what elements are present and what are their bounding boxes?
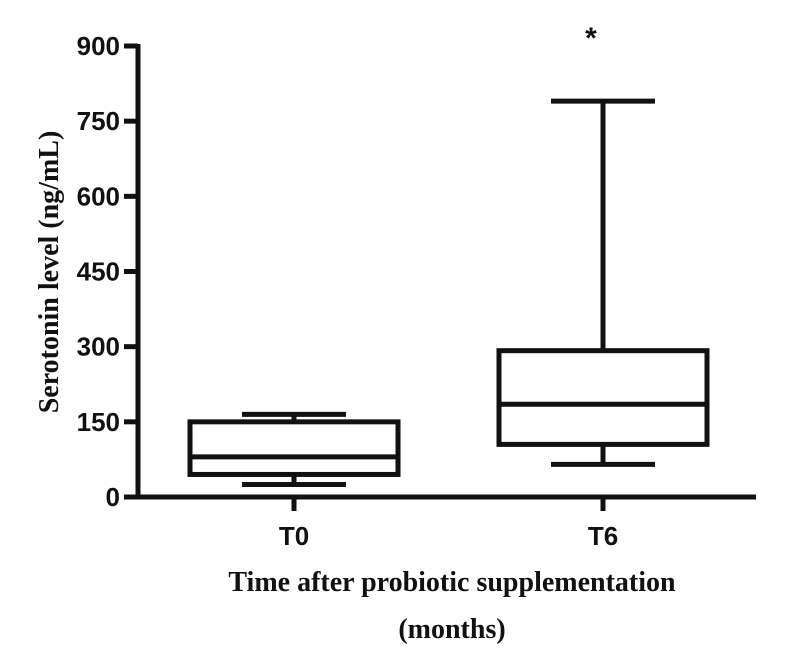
iqr-box-t0 xyxy=(187,419,401,477)
x-tick-label-t6: T6 xyxy=(588,521,618,551)
x-tick-label-t0: T0 xyxy=(279,521,309,551)
x-axis-title-line-1: Time after probiotic supplementation xyxy=(228,567,676,598)
y-tick-label: 900 xyxy=(77,31,120,61)
y-tick-label: 0 xyxy=(106,482,120,512)
x-axis-title-line-2: (months) xyxy=(398,614,505,645)
significance-marker-t6: * xyxy=(585,22,597,55)
y-tick-label: 600 xyxy=(77,181,120,211)
y-tick-label: 300 xyxy=(77,332,120,362)
y-tick-label: 450 xyxy=(77,257,120,287)
y-tick-label: 750 xyxy=(77,106,120,136)
y-tick-label: 150 xyxy=(77,407,120,437)
plot-area: 0 150 300 450 600 750 900 T0 T6 * xyxy=(77,22,756,551)
y-axis-title: Serotonin level (ng/mL) xyxy=(34,131,65,414)
iqr-box-t6 xyxy=(496,348,710,447)
